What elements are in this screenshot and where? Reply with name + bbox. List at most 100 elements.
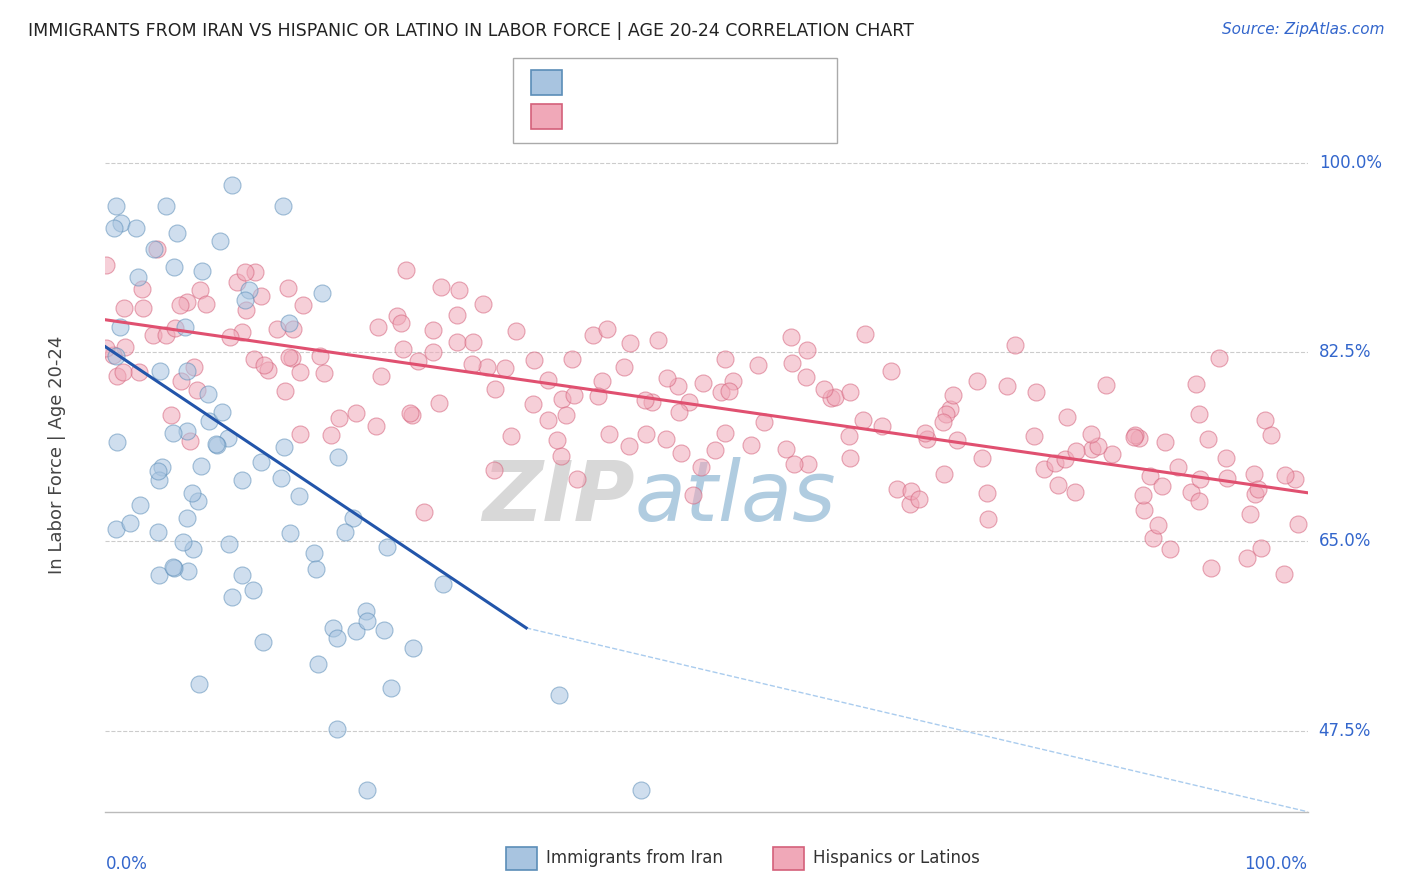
Text: Hispanics or Latinos: Hispanics or Latinos [813, 849, 980, 867]
Point [311, 285, 333, 300]
Point [1064, 443, 1087, 458]
Point [195, 297, 218, 311]
Text: R =: R = [569, 108, 600, 126]
Point [252, 358, 274, 372]
Point [128, 365, 150, 379]
Point [1260, 428, 1282, 442]
Point [389, 316, 412, 330]
Point [174, 320, 197, 334]
Point [641, 395, 664, 409]
Point [1132, 488, 1154, 502]
Point [471, 297, 494, 311]
Point [326, 631, 349, 645]
Point [252, 635, 274, 649]
Point [277, 281, 299, 295]
Point [281, 322, 304, 336]
Point [461, 334, 484, 349]
Point [422, 323, 444, 337]
Point [373, 624, 395, 638]
Point [231, 567, 253, 582]
Point [333, 524, 356, 539]
Point [872, 419, 894, 434]
Point [494, 361, 516, 376]
Point [932, 467, 955, 482]
Point [613, 359, 636, 374]
Point [118, 516, 141, 530]
Point [226, 275, 249, 289]
Point [132, 301, 155, 315]
Point [740, 438, 762, 452]
Point [1004, 338, 1026, 352]
Point [794, 370, 817, 384]
Point [367, 320, 389, 334]
Point [309, 350, 332, 364]
Point [142, 328, 165, 343]
Point [692, 376, 714, 391]
Point [190, 458, 212, 473]
Point [356, 783, 378, 797]
Point [96, 258, 118, 272]
Point [129, 499, 152, 513]
Point [1236, 550, 1258, 565]
Point [430, 280, 453, 294]
Point [399, 406, 422, 420]
Point [796, 343, 818, 358]
Point [1167, 460, 1189, 475]
Point [655, 432, 678, 446]
Point [112, 301, 135, 315]
Text: 100.0%: 100.0% [1319, 154, 1382, 172]
Point [402, 641, 425, 656]
Point [380, 681, 402, 695]
Point [668, 405, 690, 419]
Point [205, 438, 228, 452]
Point [281, 351, 304, 365]
Text: 0.0%: 0.0% [105, 855, 148, 872]
Point [915, 432, 938, 446]
Point [1201, 561, 1223, 575]
Point [231, 473, 253, 487]
Point [218, 329, 240, 343]
Point [1101, 447, 1123, 461]
Point [617, 439, 640, 453]
Point [714, 351, 737, 366]
Point [1159, 541, 1181, 556]
Point [630, 783, 652, 797]
Point [1284, 471, 1306, 485]
Text: N =: N = [668, 108, 710, 126]
Point [710, 384, 733, 399]
Point [669, 445, 692, 459]
Point [1286, 517, 1309, 532]
Point [322, 621, 344, 635]
Point [148, 464, 170, 478]
Text: Immigrants from Iran: Immigrants from Iran [546, 849, 723, 867]
Point [231, 325, 253, 339]
Point [287, 489, 309, 503]
Point [1188, 407, 1211, 421]
Point [898, 497, 921, 511]
Point [172, 535, 194, 549]
Point [273, 441, 295, 455]
Point [221, 590, 243, 604]
Point [932, 415, 955, 429]
Point [288, 427, 311, 442]
Point [1216, 471, 1239, 485]
Text: atlas: atlas [634, 458, 837, 538]
Point [839, 384, 862, 399]
Point [460, 357, 482, 371]
Point [522, 397, 544, 411]
Point [166, 227, 188, 241]
Point [148, 473, 170, 487]
Point [598, 427, 620, 442]
Point [288, 365, 311, 379]
Point [198, 414, 221, 428]
Point [291, 298, 314, 312]
Point [278, 526, 301, 541]
Point [187, 677, 209, 691]
Point [432, 577, 454, 591]
Point [562, 387, 585, 401]
Point [548, 688, 571, 702]
Point [1247, 483, 1270, 497]
Point [1254, 413, 1277, 427]
Point [124, 220, 146, 235]
Point [385, 310, 408, 324]
